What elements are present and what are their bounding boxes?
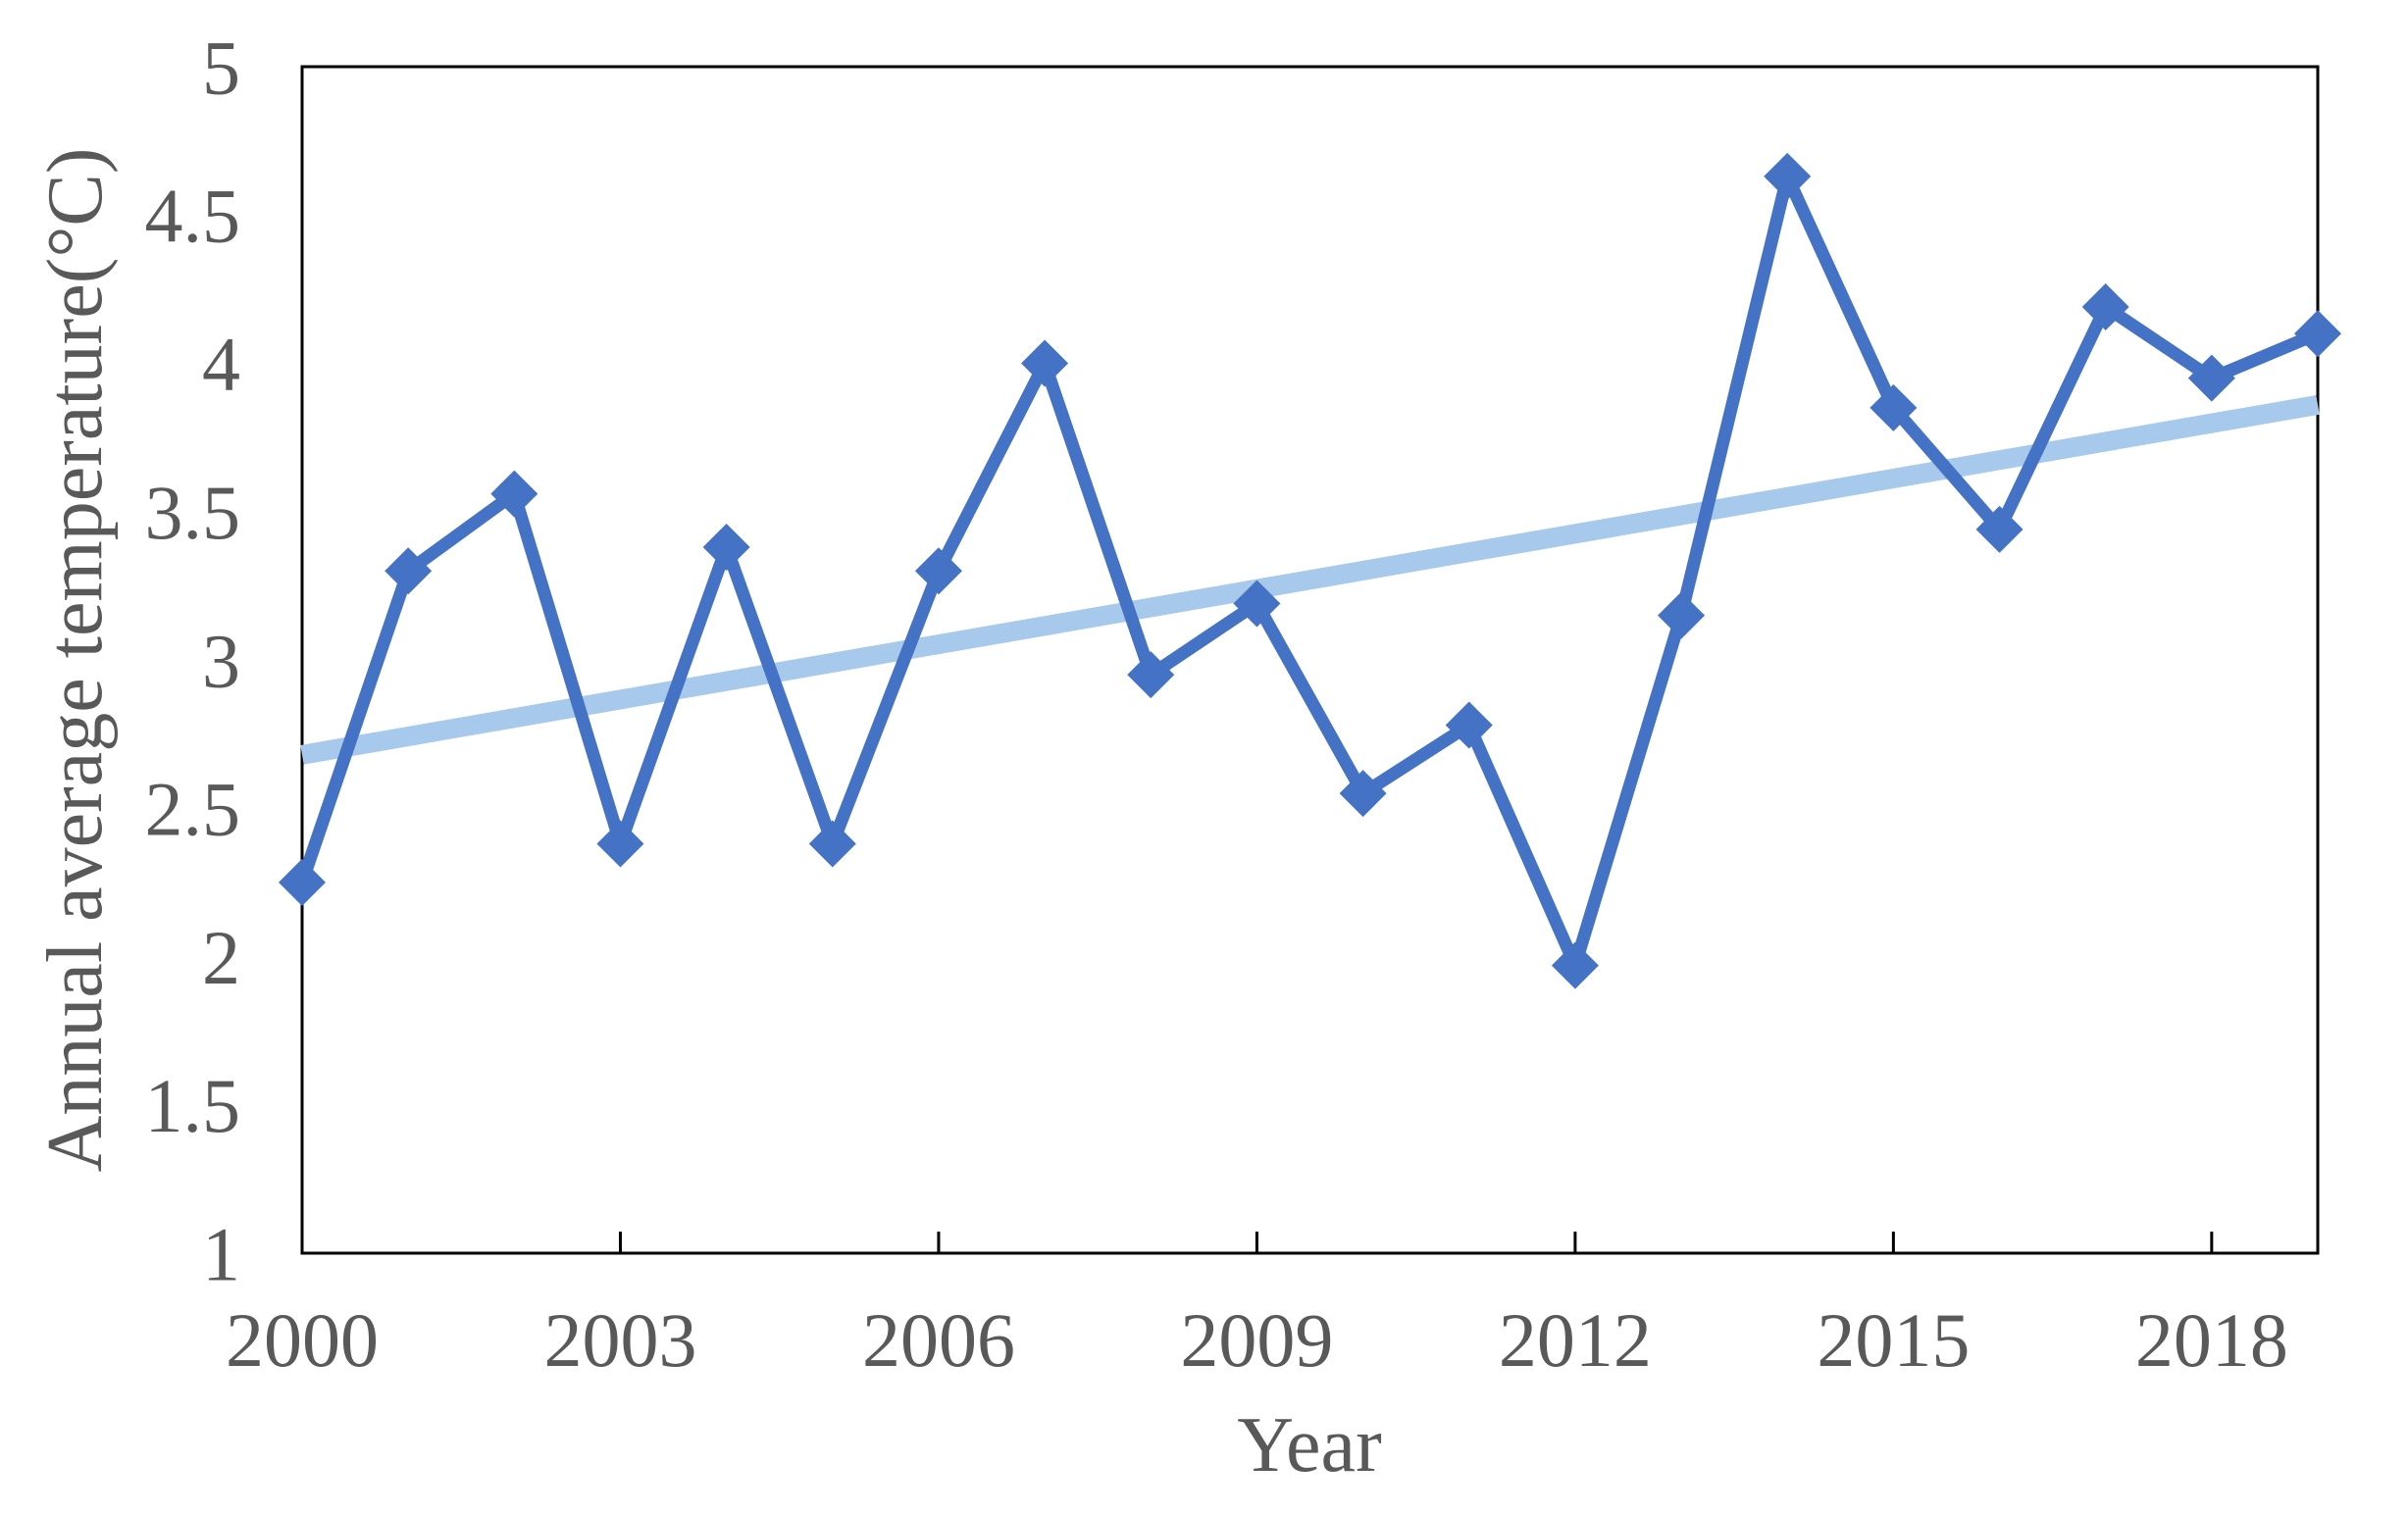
y-tick-label: 4 — [202, 322, 240, 407]
data-point-marker — [914, 547, 962, 595]
x-tick-label: 2012 — [1499, 1297, 1652, 1383]
y-tick-label: 2 — [202, 915, 240, 1000]
data-point-marker — [1445, 701, 1493, 749]
x-tick-label: 2006 — [862, 1297, 1015, 1383]
data-point-marker — [2294, 310, 2341, 358]
y-tick-label: 1 — [202, 1211, 240, 1296]
data-point-marker — [702, 524, 750, 572]
data-point-marker — [1658, 591, 1706, 639]
y-tick-label: 2.5 — [145, 767, 241, 852]
data-point-marker — [384, 547, 433, 595]
y-tick-label: 3 — [202, 618, 240, 703]
x-tick-label: 2009 — [1180, 1297, 1333, 1383]
data-point-marker — [1127, 651, 1175, 699]
temperature-series-line — [295, 170, 2321, 973]
data-point-marker — [1551, 941, 1599, 989]
y-tick-label: 4.5 — [145, 174, 241, 259]
data-point-marker — [1021, 339, 1069, 387]
x-tick-label: 2000 — [226, 1297, 379, 1383]
data-point-marker — [279, 858, 326, 906]
y-tick-label: 5 — [202, 25, 240, 110]
x-axis-title: Year — [1237, 1402, 1381, 1489]
data-point-marker — [1870, 383, 1918, 431]
data-point-marker — [1764, 152, 1812, 200]
data-point-marker — [1339, 770, 1387, 818]
x-tick-label: 2015 — [1817, 1297, 1970, 1383]
x-tick-label: 2018 — [2135, 1297, 2288, 1383]
data-point-marker — [2081, 283, 2129, 331]
plot-border — [300, 65, 2320, 1255]
data-point-marker — [2187, 354, 2235, 402]
data-point-marker — [596, 820, 644, 868]
data-point-marker — [808, 820, 856, 868]
data-point-marker — [490, 470, 538, 518]
y-axis-title: Annual average temperature(°C) — [32, 148, 119, 1173]
y-tick-label: 3.5 — [145, 470, 241, 555]
data-point-marker — [1233, 580, 1281, 628]
x-tick-label: 2003 — [543, 1297, 696, 1383]
y-tick-label: 1.5 — [145, 1063, 241, 1148]
data-point-marker — [1975, 505, 2024, 553]
trendline — [300, 394, 2320, 765]
